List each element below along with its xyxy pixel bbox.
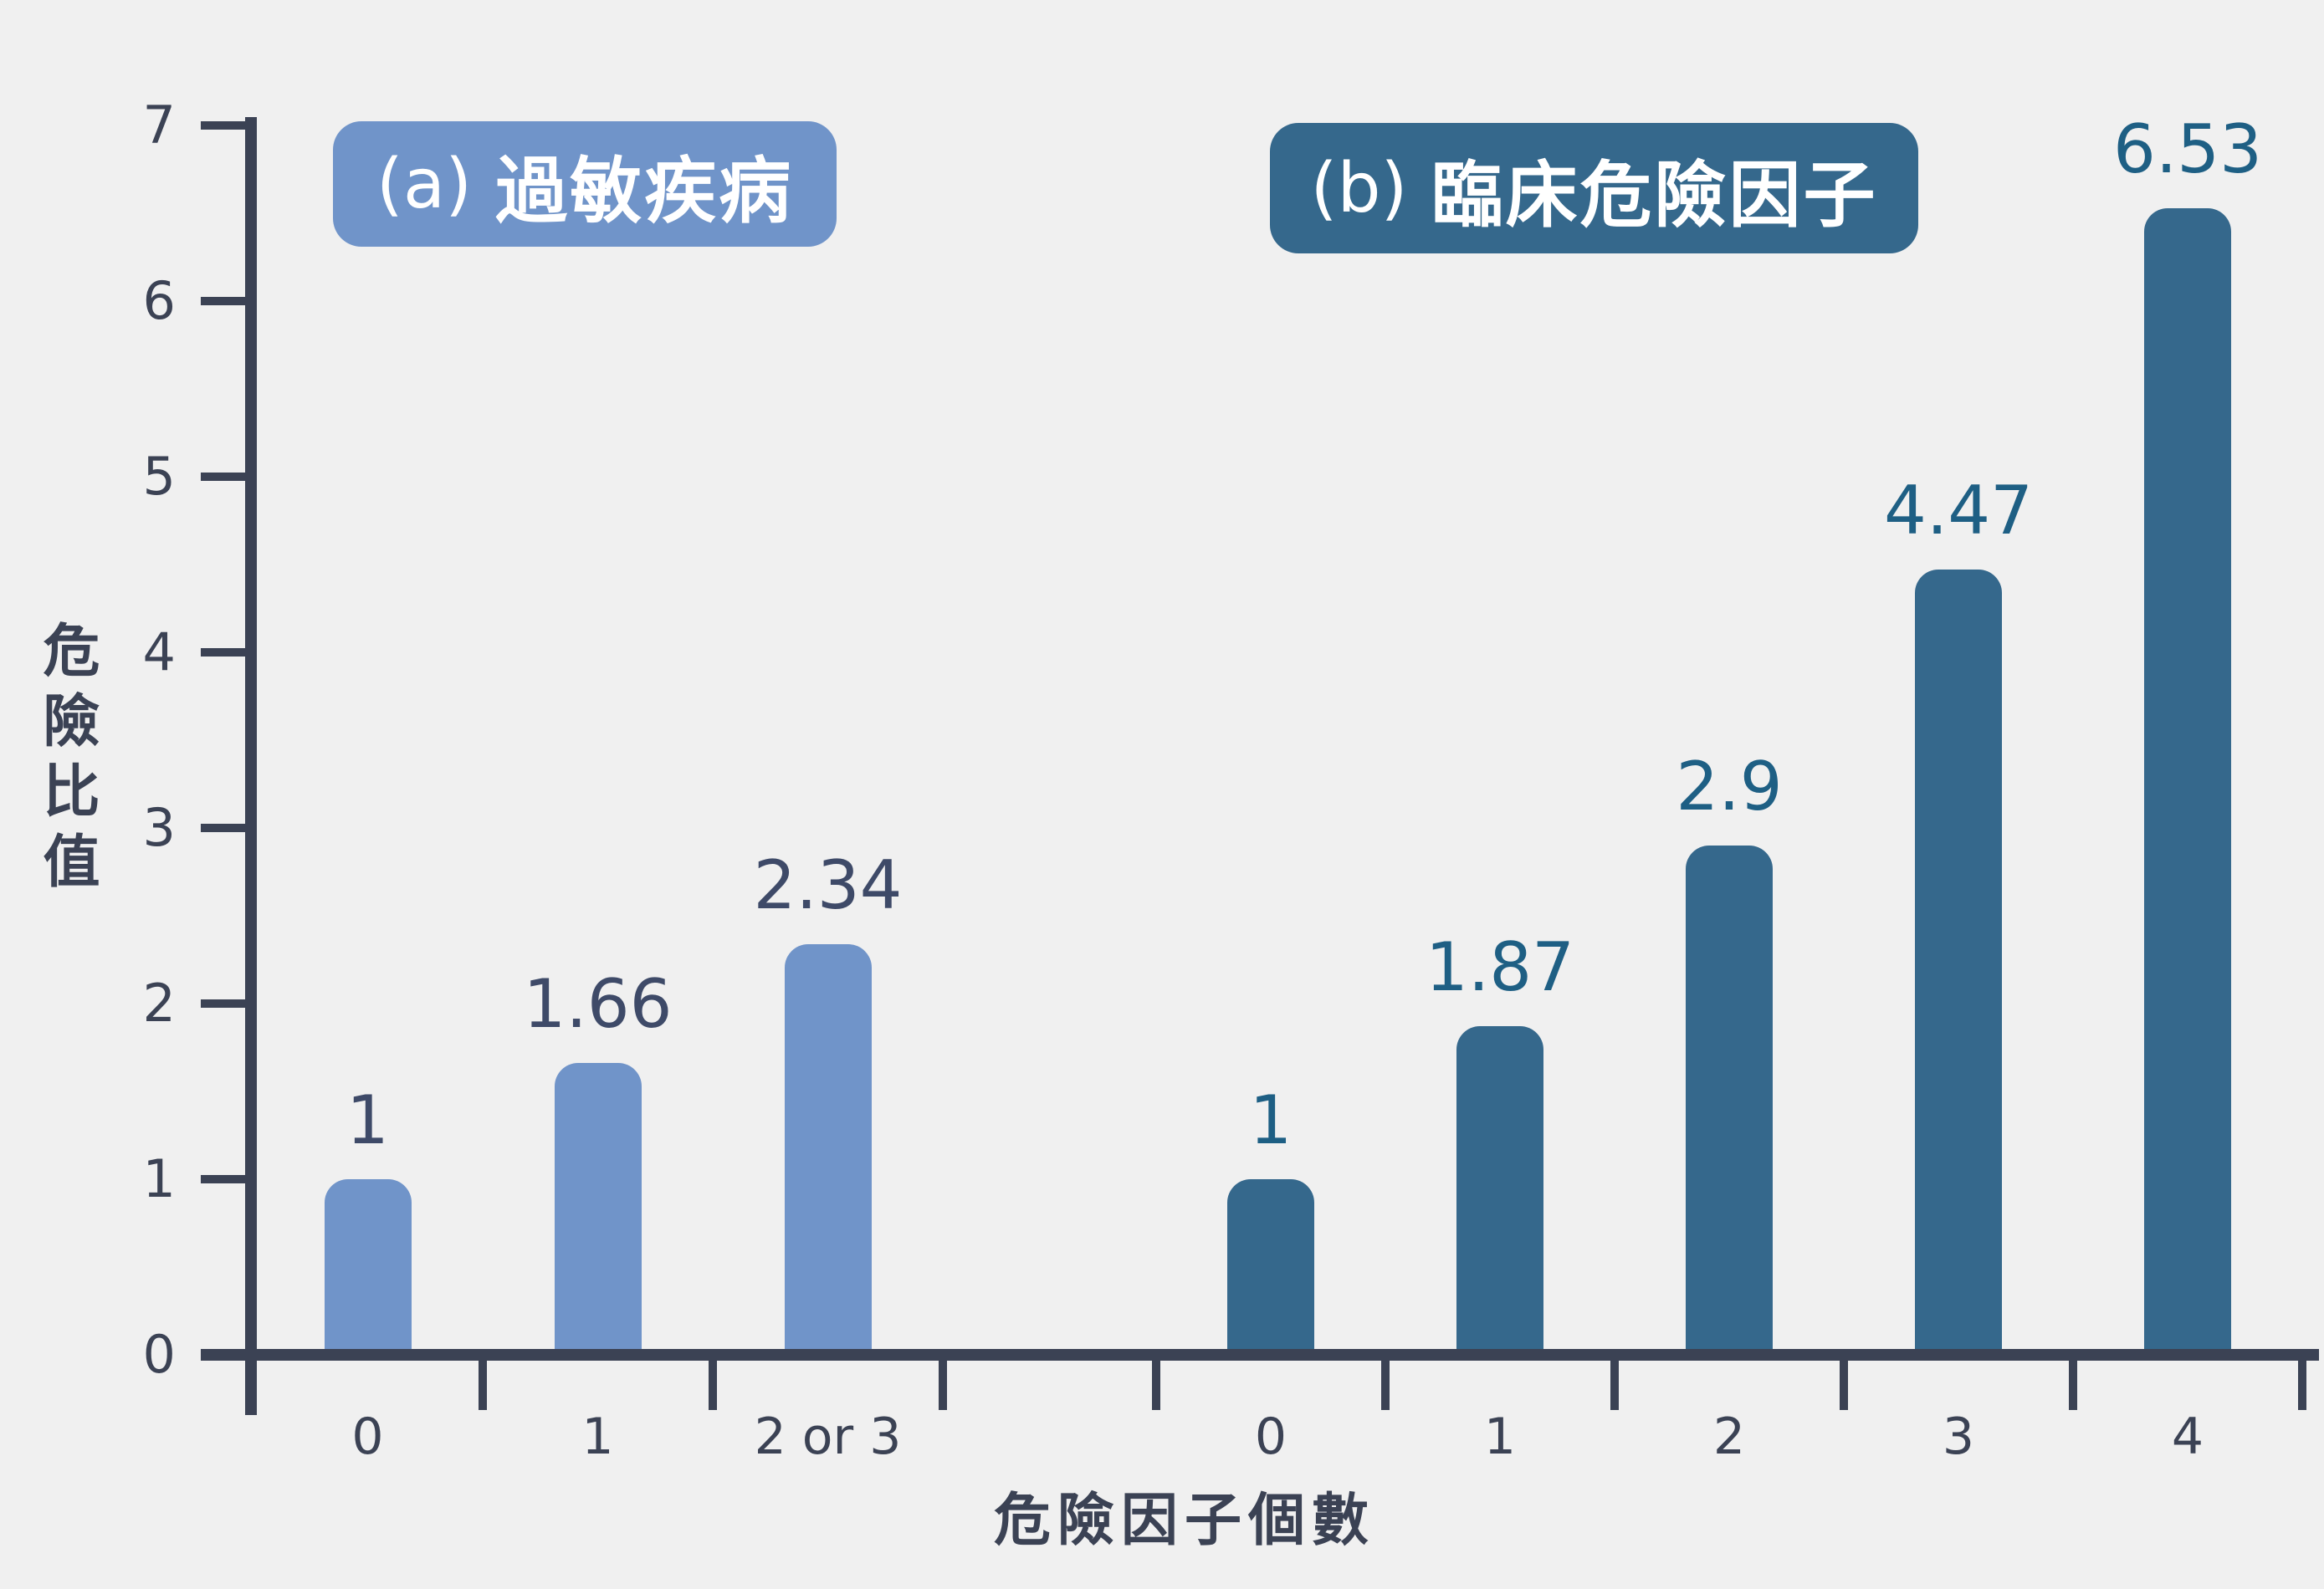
y-tick-label: 5 <box>142 446 176 507</box>
bar-value-label: 2.34 <box>753 846 903 924</box>
bar-value-label: 4.47 <box>1883 472 2034 550</box>
x-tick-mark <box>709 1355 717 1410</box>
bar <box>554 1063 642 1361</box>
x-tick-mark <box>479 1355 487 1410</box>
x-category-label: 0 <box>351 1408 384 1466</box>
panel-a-title: 過敏疾病 <box>495 149 794 233</box>
x-tick-mark <box>2069 1355 2077 1410</box>
panel-a-prefix: (a) <box>376 144 473 224</box>
y-tick-mark <box>201 824 254 832</box>
bar-value-label: 1.66 <box>523 965 673 1044</box>
y-tick-label: 1 <box>142 1148 176 1209</box>
panel-b-title: 臨床危險因子 <box>1431 153 1878 238</box>
bar-value-label: 6.53 <box>2112 110 2263 188</box>
x-tick-mark <box>2298 1355 2306 1410</box>
bar-value-label: 2.9 <box>1676 748 1783 825</box>
x-tick-mark <box>1840 1355 1848 1410</box>
y-tick-label: 6 <box>142 270 176 331</box>
x-category-label: 2 or 3 <box>754 1408 902 1466</box>
y-tick-mark <box>201 473 254 481</box>
y-tick-mark <box>201 1175 254 1183</box>
y-tick-mark <box>201 121 254 130</box>
x-category-label: 4 <box>2171 1408 2204 1466</box>
bar <box>2144 207 2231 1361</box>
bar <box>1915 570 2002 1361</box>
bar <box>784 943 872 1361</box>
x-category-label: 1 <box>1483 1408 1517 1466</box>
x-category-label: 1 <box>581 1408 614 1466</box>
bar <box>1227 1179 1314 1361</box>
y-axis-line <box>245 117 257 1415</box>
panel-a-badge: (a) 過敏疾病 <box>333 121 837 247</box>
y-tick-label: 4 <box>142 621 176 682</box>
x-tick-mark <box>1610 1355 1619 1410</box>
x-category-label: 2 <box>1712 1408 1746 1466</box>
y-tick-label: 2 <box>142 973 176 1034</box>
y-axis-title: 危險比值 <box>33 621 99 902</box>
x-axis-line <box>201 1349 2319 1361</box>
y-tick-mark <box>201 999 254 1008</box>
x-tick-mark <box>1381 1355 1390 1410</box>
x-category-label: 0 <box>1254 1408 1287 1466</box>
bar <box>1686 846 1773 1361</box>
bar-value-label: 1 <box>1249 1081 1293 1159</box>
y-tick-label: 7 <box>142 95 176 156</box>
bar-value-label: 1.87 <box>1425 928 1575 1007</box>
panel-b-prefix: (b) <box>1310 148 1408 228</box>
bar <box>1456 1026 1543 1361</box>
bar <box>324 1179 412 1361</box>
x-tick-mark <box>1152 1355 1160 1410</box>
x-tick-mark <box>939 1355 947 1410</box>
bar-value-label: 1 <box>346 1081 389 1159</box>
x-axis-title: 危險因子個數 <box>993 1488 1376 1554</box>
y-tick-mark <box>201 297 254 305</box>
panel-b-badge: (b) 臨床危險因子 <box>1270 123 1918 253</box>
x-category-label: 3 <box>1942 1408 1975 1466</box>
y-tick-mark <box>201 648 254 657</box>
y-tick-label: 0 <box>142 1324 176 1385</box>
y-tick-label: 3 <box>142 797 176 858</box>
